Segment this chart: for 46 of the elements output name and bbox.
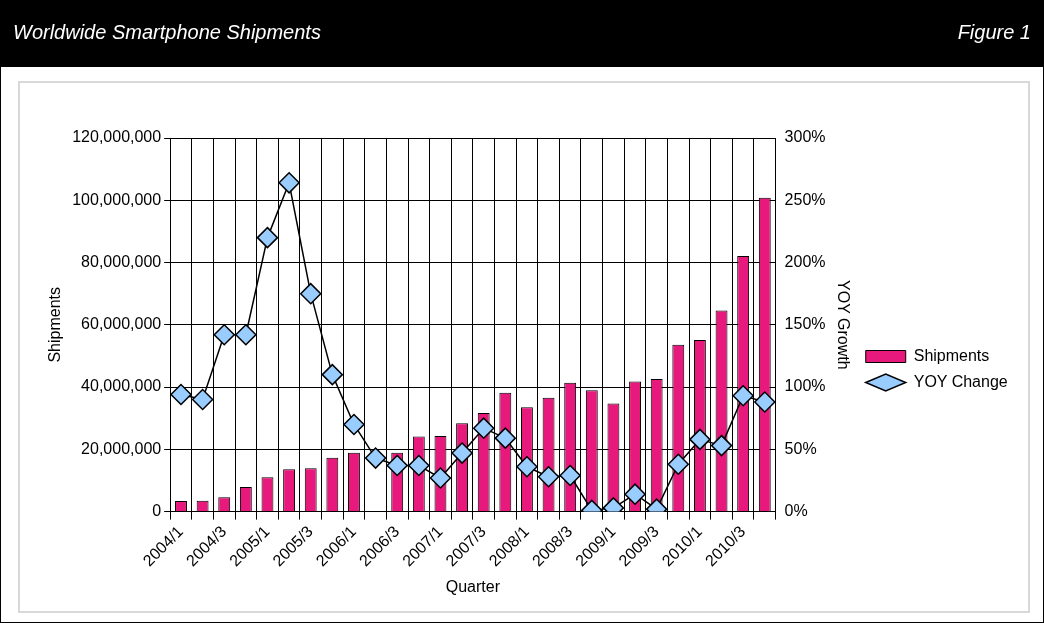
point xyxy=(689,428,711,451)
point xyxy=(537,466,560,488)
point xyxy=(299,282,322,305)
point xyxy=(472,417,495,439)
y-tick-label: 100,000,000 xyxy=(72,190,162,208)
y2-tick-label: 100% xyxy=(784,377,826,395)
point xyxy=(170,383,192,406)
point xyxy=(364,447,387,469)
point xyxy=(386,454,408,477)
legend-label: Shipments xyxy=(913,346,990,364)
point xyxy=(213,324,235,346)
point xyxy=(408,454,430,477)
point xyxy=(235,324,257,346)
x-axis-title: Quarter xyxy=(445,577,501,595)
point xyxy=(667,453,690,476)
y-tick-label: 0 xyxy=(152,502,162,520)
point xyxy=(516,456,538,478)
point xyxy=(732,385,754,407)
point xyxy=(559,464,581,487)
point xyxy=(256,226,279,249)
y2-tick-label: 200% xyxy=(784,252,826,270)
y2-axis-title: YOY Growth xyxy=(834,280,852,370)
y-tick-label: 60,000,000 xyxy=(81,315,162,333)
point xyxy=(624,483,646,505)
y2-tick-label: 150% xyxy=(784,315,826,333)
point xyxy=(754,391,776,413)
point xyxy=(451,442,473,464)
point xyxy=(191,388,214,411)
point xyxy=(278,172,300,194)
point xyxy=(710,434,733,457)
y-axis-title: Shipments xyxy=(46,287,64,363)
y2-tick-label: 300% xyxy=(784,128,826,146)
y2-tick-label: 0% xyxy=(784,502,808,520)
legend-label: YOY Change xyxy=(913,372,1008,390)
caption: Figure 1 xyxy=(957,21,1031,44)
y-tick-label: 120,000,000 xyxy=(72,128,162,146)
y-tick-label: 80,000,000 xyxy=(81,252,162,270)
y2-tick-label: 250% xyxy=(784,190,826,208)
chart-title: Worldwide Smartphone Shipments xyxy=(13,21,321,44)
y-tick-label: 40,000,000 xyxy=(81,377,162,395)
point xyxy=(343,413,365,436)
point xyxy=(494,427,517,449)
y2-tick-label: 50% xyxy=(784,439,817,457)
point xyxy=(429,467,452,489)
point xyxy=(321,363,344,386)
y-tick-label: 20,000,000 xyxy=(81,439,162,457)
